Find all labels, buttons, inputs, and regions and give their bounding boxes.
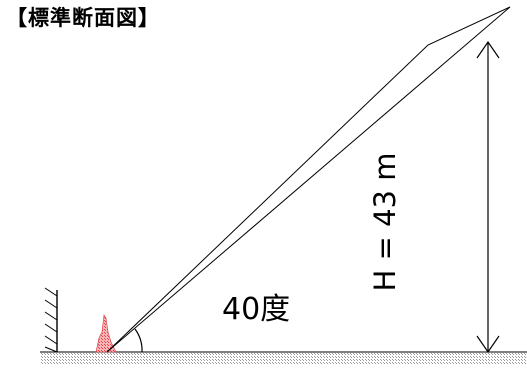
height-dimension-arrow <box>476 40 500 354</box>
slope-upper-line <box>106 6 511 353</box>
wall-hatch-ticks <box>44 287 58 353</box>
diagram-title: 【標準断面図】 <box>6 6 160 30</box>
ground-surface <box>40 352 527 364</box>
angle-arc <box>134 328 143 353</box>
slope-lower-line <box>106 6 511 353</box>
slope-angle-label: 40度 <box>222 292 291 327</box>
slope-height-label: H = 43 m <box>368 152 402 292</box>
toe-fill-marker <box>95 314 117 353</box>
